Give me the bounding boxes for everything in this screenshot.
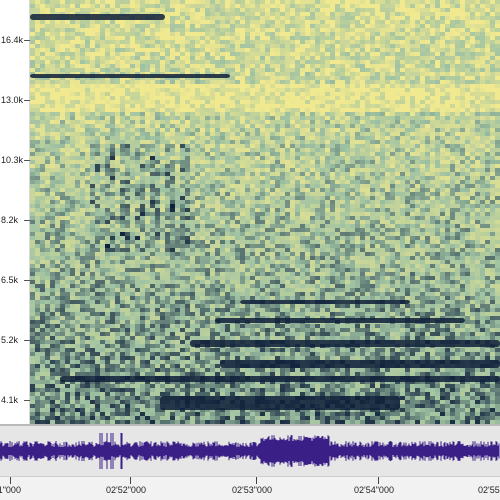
time-label: 02'54"000 [354, 485, 394, 495]
harmonic-band [220, 360, 500, 368]
harmonic-band [190, 340, 500, 347]
harmonic-band [160, 396, 400, 410]
spectrogram-view[interactable] [30, 0, 500, 424]
waveform-trace [0, 433, 500, 469]
time-tick [256, 477, 257, 484]
harmonic-band [30, 14, 165, 20]
time-ruler[interactable]: 2'51"000 02'52"000 02'53"000 02'54"000 02'55… [0, 476, 500, 500]
time-label: 02'52"000 [106, 485, 146, 495]
frequency-tick [24, 340, 30, 341]
frequency-tick [24, 40, 30, 41]
frequency-tick [24, 160, 30, 161]
frequency-label: 4.1k [1, 395, 19, 405]
harmonic-band [30, 74, 230, 78]
frequency-label: 8.2k [1, 215, 19, 225]
harmonic-band [60, 376, 500, 382]
frequency-label: 5.2k [1, 335, 19, 345]
pane-divider[interactable] [0, 424, 500, 426]
frequency-tick [24, 400, 30, 401]
time-label: 2'51"000 [0, 485, 21, 495]
harmonic-band [240, 300, 410, 304]
time-tick [130, 477, 131, 484]
waveform-view[interactable] [0, 426, 500, 476]
time-tick [10, 477, 11, 484]
frequency-label: 13.0k [1, 95, 24, 105]
frequency-tick [24, 220, 30, 221]
frequency-tick [24, 100, 30, 101]
frequency-label: 6.5k [1, 275, 19, 285]
time-label: 02'53"000 [232, 485, 272, 495]
time-label: 02'55"000 [478, 485, 500, 495]
frequency-label: 10.3k [1, 155, 24, 165]
frequency-axis: 16.4k 13.0k 10.3k 8.2k 6.5k 5.2k 4.1k [0, 0, 30, 424]
frequency-tick [24, 280, 30, 281]
time-tick [378, 477, 379, 484]
frequency-label: 16.4k [1, 35, 24, 45]
harmonic-band [215, 318, 465, 323]
